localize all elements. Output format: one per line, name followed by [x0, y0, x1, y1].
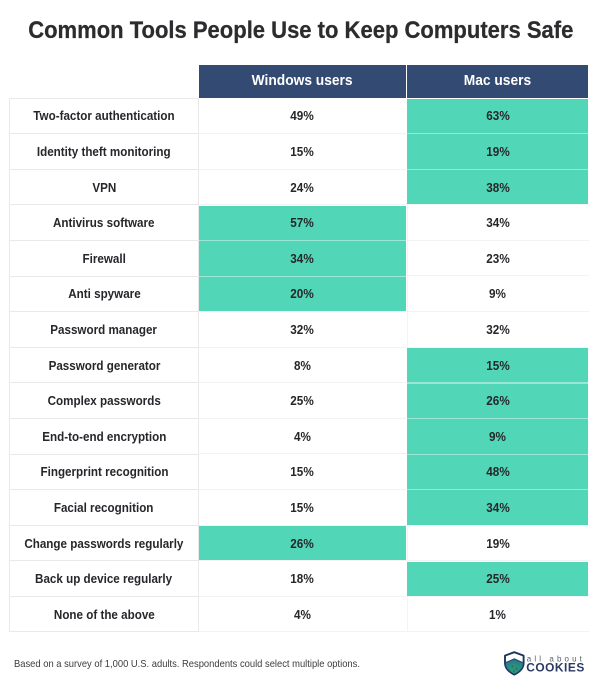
svg-text:COOKIES: COOKIES: [526, 660, 585, 674]
svg-text:all about: all about: [527, 654, 585, 663]
